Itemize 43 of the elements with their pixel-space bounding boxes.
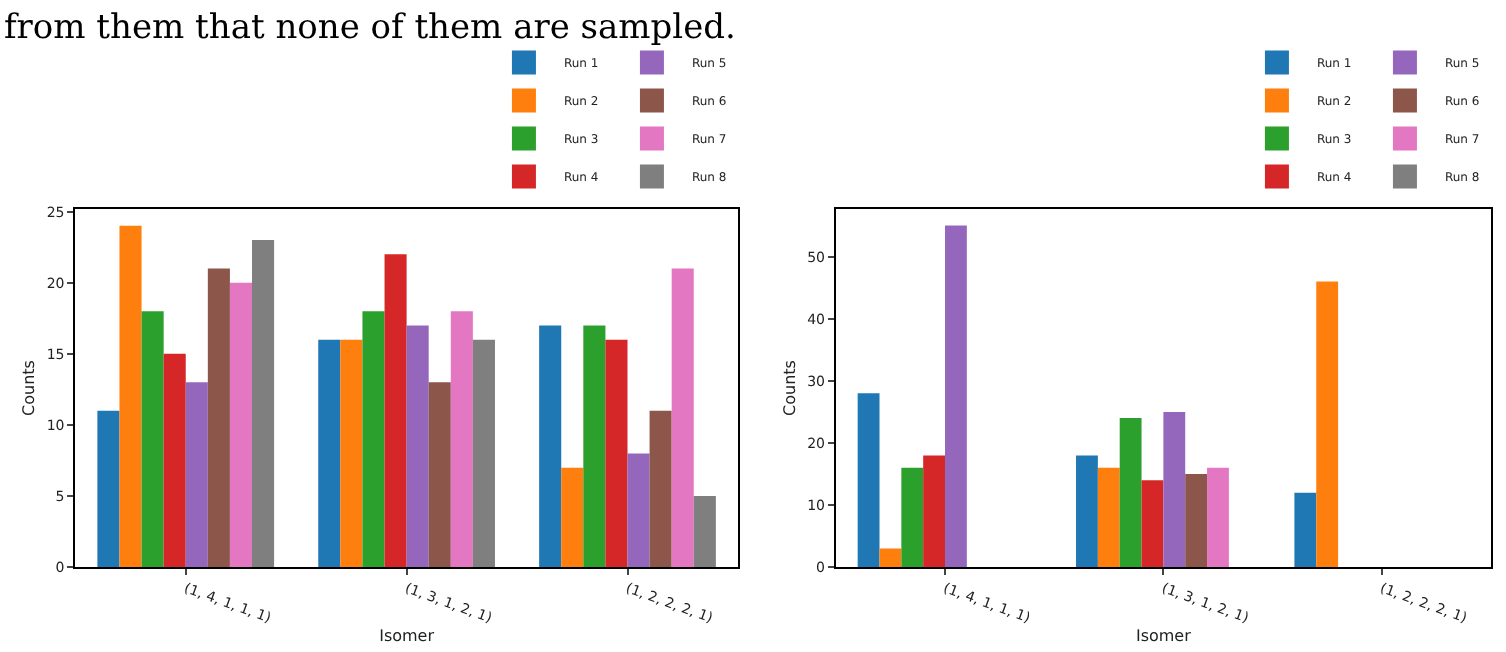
bar bbox=[141, 311, 164, 568]
bar bbox=[362, 311, 385, 568]
bar bbox=[97, 410, 120, 568]
y-axis-title: Counts bbox=[20, 360, 39, 416]
bar bbox=[1185, 474, 1208, 568]
bar bbox=[185, 382, 208, 568]
bar bbox=[605, 339, 628, 568]
bar bbox=[879, 548, 902, 568]
bar bbox=[450, 311, 473, 568]
bar bbox=[119, 225, 142, 568]
bar bbox=[163, 353, 186, 568]
bar bbox=[1097, 467, 1120, 568]
bar bbox=[406, 325, 429, 568]
bar bbox=[1207, 467, 1229, 568]
bar bbox=[539, 325, 562, 568]
bar bbox=[627, 453, 650, 568]
bar bbox=[923, 455, 946, 568]
bar bbox=[428, 382, 451, 568]
bar bbox=[384, 254, 407, 568]
bar bbox=[901, 467, 924, 568]
bar bbox=[340, 339, 363, 568]
bar bbox=[561, 467, 584, 568]
text: from them that none of them are sampled. bbox=[4, 8, 736, 48]
bar bbox=[1141, 480, 1164, 568]
bar bbox=[207, 268, 230, 568]
y-axis-title: Counts bbox=[780, 360, 799, 416]
bar bbox=[671, 268, 694, 568]
bar bbox=[229, 282, 252, 568]
bar bbox=[318, 339, 341, 568]
bar bbox=[1076, 455, 1098, 568]
bar bbox=[583, 325, 606, 568]
bar bbox=[649, 410, 672, 568]
x-axis-title: Isomer bbox=[379, 626, 436, 645]
bar bbox=[1294, 492, 1317, 568]
bar bbox=[1316, 281, 1339, 568]
bar bbox=[472, 339, 495, 568]
bar bbox=[945, 225, 967, 568]
bar bbox=[1119, 418, 1142, 568]
bar bbox=[252, 240, 275, 568]
bar bbox=[693, 496, 716, 568]
x-axis-title: Isomer bbox=[1135, 626, 1193, 645]
bar bbox=[857, 393, 880, 568]
bar bbox=[1163, 411, 1186, 568]
